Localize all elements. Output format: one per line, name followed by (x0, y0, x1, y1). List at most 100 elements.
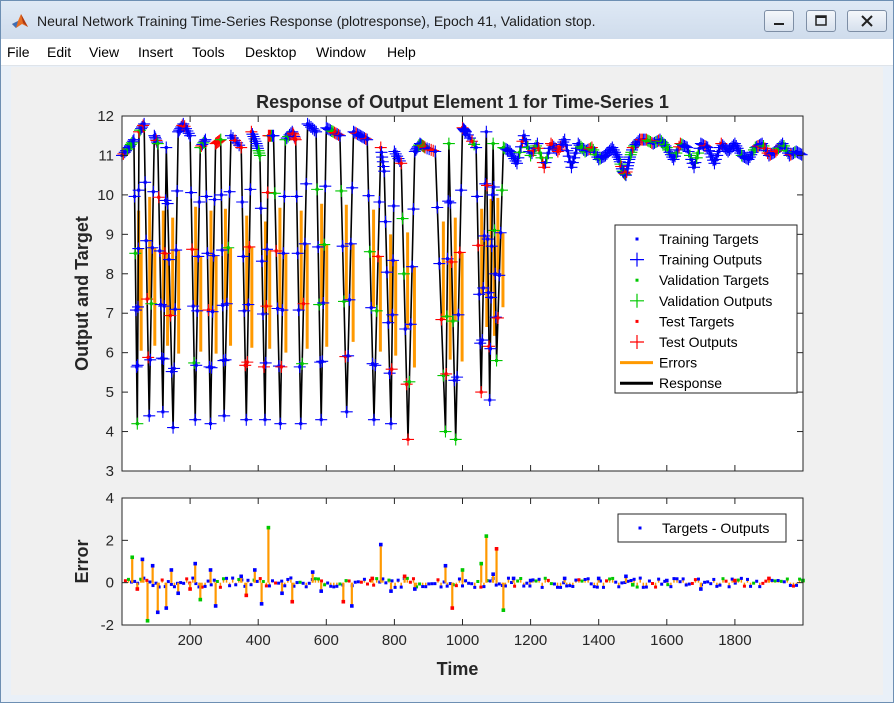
target-marker (127, 146, 131, 150)
target-marker (237, 143, 241, 147)
target-marker (415, 146, 419, 150)
target-marker (292, 135, 296, 139)
x-tick-label: 1600 (650, 632, 683, 649)
menu-window[interactable]: Window (316, 44, 366, 60)
target-marker (542, 165, 546, 169)
minimize-button[interactable] (764, 10, 794, 32)
error-point (393, 585, 397, 589)
target-marker (150, 246, 154, 250)
error-point (503, 584, 507, 588)
error-point (457, 577, 461, 581)
target-marker (184, 127, 188, 131)
error-point (684, 583, 688, 587)
error-point (764, 579, 768, 583)
target-marker (450, 260, 454, 264)
target-marker (497, 273, 501, 277)
error-point (624, 574, 628, 579)
legend-plus-marker (630, 252, 644, 267)
menu-insert[interactable]: Insert (138, 44, 174, 60)
target-marker (402, 272, 406, 276)
menu-tools[interactable]: Tools (192, 44, 225, 60)
target-marker (800, 153, 804, 157)
error-point (295, 581, 299, 585)
target-marker (423, 146, 427, 150)
target-marker (534, 144, 538, 148)
error-point (228, 584, 232, 588)
target-marker (297, 308, 301, 312)
error-point (516, 579, 520, 583)
target-marker (124, 149, 128, 153)
menu-view[interactable]: View (89, 44, 120, 60)
menu-edit[interactable]: Edit (47, 44, 72, 60)
target-marker (137, 188, 141, 192)
close-button[interactable] (847, 10, 887, 32)
target-marker (435, 206, 439, 210)
target-marker (273, 191, 277, 195)
error-point (727, 585, 731, 589)
target-marker (157, 195, 161, 199)
target-marker (391, 258, 395, 262)
target-marker (717, 150, 721, 153)
target-marker (321, 301, 325, 305)
target-marker (515, 161, 519, 165)
error-point (145, 578, 149, 582)
error-point (577, 578, 581, 582)
target-marker (280, 308, 284, 312)
target-marker (591, 148, 595, 152)
target-marker (347, 298, 351, 302)
error-point (292, 584, 296, 588)
error-point (225, 576, 229, 580)
target-marker (156, 142, 160, 146)
target-marker (693, 161, 697, 165)
target-marker (212, 254, 216, 258)
target-marker (508, 150, 512, 153)
target-marker (416, 145, 420, 149)
target-marker (254, 142, 258, 146)
error-point (534, 579, 538, 583)
close-icon (861, 15, 873, 27)
target-marker (527, 150, 531, 153)
target-marker (666, 148, 670, 152)
legend-dot-marker (635, 319, 639, 323)
error-point (528, 578, 533, 583)
target-marker (553, 146, 557, 150)
error-point (335, 584, 339, 588)
menu-file[interactable]: File (7, 44, 30, 60)
title-bar[interactable]: Neural Network Training Time-Series Resp… (1, 1, 893, 39)
error-point (755, 579, 759, 583)
target-marker (736, 146, 740, 150)
target-marker (659, 139, 663, 143)
target-marker (559, 145, 563, 149)
target-marker (486, 291, 490, 295)
menu-desktop[interactable]: Desktop (245, 44, 297, 60)
target-marker (173, 307, 177, 311)
target-marker (290, 130, 294, 134)
maximize-button[interactable] (806, 10, 836, 32)
target-marker (133, 251, 137, 255)
target-marker (368, 250, 372, 254)
error-point (246, 578, 250, 582)
legend-dot-marker (635, 237, 639, 241)
error-point (271, 579, 275, 583)
target-marker (385, 270, 389, 274)
y-tick-label: 2 (106, 532, 114, 549)
error-point (266, 525, 271, 530)
error-point (709, 582, 713, 586)
error-point (479, 585, 483, 589)
target-marker (158, 249, 162, 253)
error-point (718, 583, 722, 587)
error-point (522, 584, 526, 588)
error-point (693, 578, 697, 582)
target-marker (774, 150, 778, 153)
error-point (620, 581, 624, 585)
error-point (699, 587, 703, 591)
error-point (320, 579, 324, 583)
menu-help[interactable]: Help (387, 44, 416, 60)
minimize-icon (774, 23, 784, 25)
target-marker (672, 157, 676, 161)
target-marker (710, 155, 714, 159)
target-marker (392, 150, 396, 153)
target-marker (403, 327, 407, 331)
target-marker (692, 165, 696, 169)
target-marker (389, 422, 393, 426)
